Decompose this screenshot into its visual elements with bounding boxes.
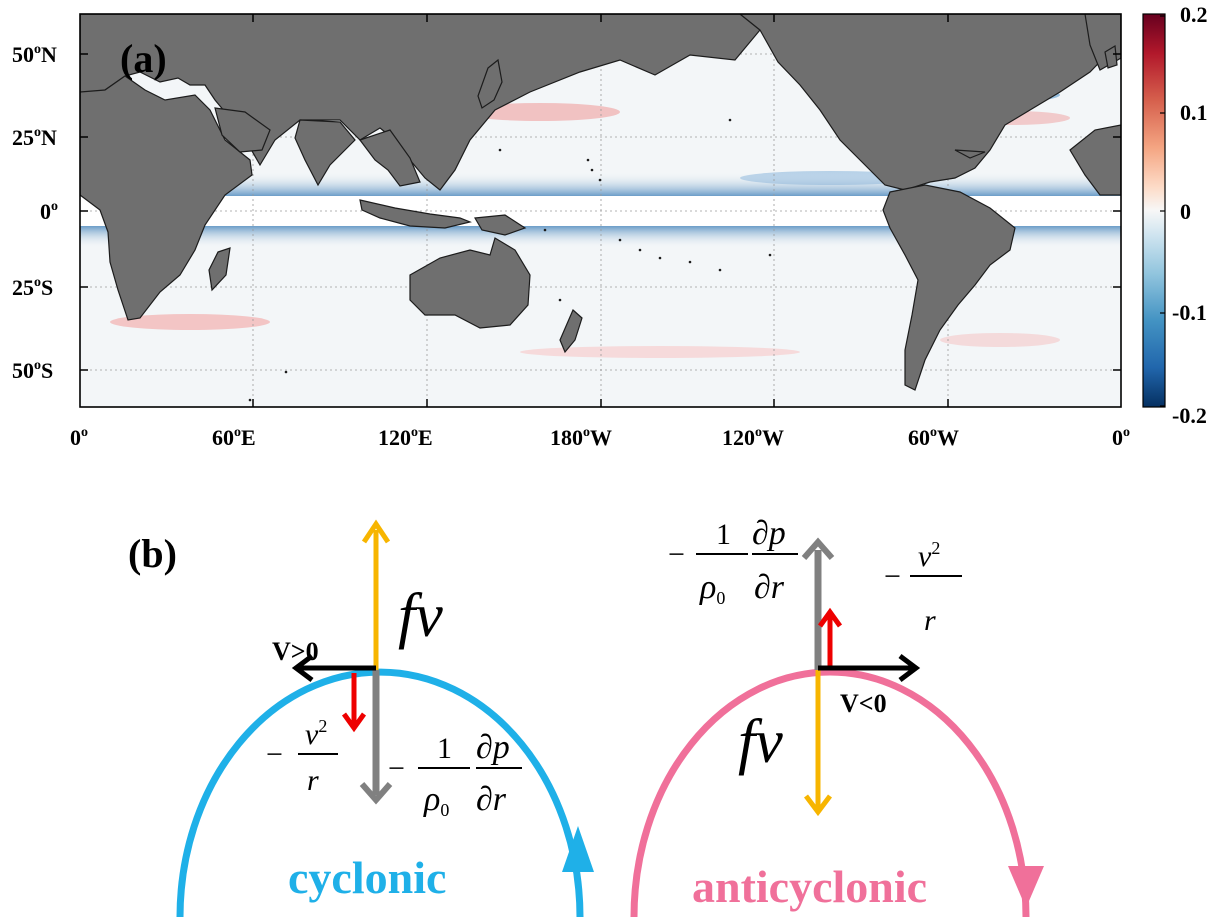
land-japan: [477, 58, 503, 109]
land-indonesia: [359, 199, 472, 229]
lat-label-0: 0o: [40, 199, 58, 224]
anticyclonic-diagram: V<0 fv − 1 ρ0 ∂p ∂r − v2 r anticyclonic: [630, 515, 1044, 917]
map-panel: (a) 50oN 25oN 0o 25oS 50oS 0o 60oE 120oE…: [12, 2, 1208, 450]
svg-text:−: −: [668, 538, 685, 571]
land-arabia: [214, 107, 271, 153]
colorbar: 0.2 0.1 0 -0.1 -0.2: [1142, 2, 1208, 428]
cyclonic-diagram: V>0 fv − v2 r − 1 ρ0 ∂p ∂r cyclonic: [176, 519, 594, 917]
land-madagascar: [208, 247, 231, 292]
lon-label-180w: 180oW: [550, 425, 612, 450]
svg-text:v2: v2: [918, 538, 940, 573]
cyclonic-circle: [176, 668, 584, 917]
colorbar-tick-0: 0.2: [1180, 2, 1208, 27]
anticyclonic-direction-arrowhead: [1008, 866, 1044, 908]
cyclonic-label: cyclonic: [288, 852, 446, 903]
colorbar-tick-2: 0: [1180, 199, 1191, 224]
pressure-term-anticyclonic: − 1 ρ0 ∂p ∂r: [668, 515, 798, 608]
centrifugal-arrowhead-anticyclonic: [817, 607, 843, 628]
land-west-africa-edge: [1069, 124, 1121, 196]
svg-text:∂p: ∂p: [476, 729, 510, 766]
anticyclonic-label: anticyclonic: [692, 861, 927, 912]
force-panel: (b) V>0 fv − v2 r − 1: [128, 515, 1044, 917]
land-australia: [409, 237, 531, 329]
lat-label-25n: 25oN: [12, 125, 57, 150]
land-india: [294, 119, 356, 187]
lon-label-0-left: 0o: [70, 425, 88, 450]
lat-label-25s: 25oS: [12, 275, 53, 300]
coriolis-label-cyclonic: fv: [398, 582, 443, 650]
lon-label-60w: 60oW: [908, 425, 959, 450]
svg-text:−: −: [388, 752, 405, 785]
colorbar-tick-3: -0.1: [1172, 300, 1207, 325]
cyclonic-direction-arrowhead: [562, 826, 594, 872]
pressure-term-cyclonic: − 1 ρ0 ∂p ∂r: [388, 729, 522, 820]
lat-labels: 50oN 25oN 0o 25oS 50oS: [12, 42, 58, 383]
svg-text:∂p: ∂p: [752, 515, 786, 552]
anomaly-agulhas: [110, 314, 270, 330]
svg-text:−: −: [266, 738, 283, 771]
lat-label-50s: 50oS: [12, 358, 53, 383]
land-cuba: [954, 149, 986, 159]
anomaly-south-atlantic: [940, 333, 1060, 347]
velocity-arrowhead-anticyclonic: [898, 654, 921, 682]
land-se-asia: [359, 129, 421, 187]
lon-label-120e: 120oE: [378, 425, 433, 450]
lon-label-0-right: 0o: [1112, 425, 1130, 450]
coriolis-arrowhead-anticyclonic: [804, 794, 832, 817]
pressure-arrowhead-anticyclonic: [801, 537, 835, 560]
lon-label-120w: 120oW: [722, 425, 784, 450]
land-africa: [80, 75, 253, 321]
coriolis-label-anticyclonic: fv: [738, 708, 783, 776]
panel-b-label: (b): [128, 531, 177, 576]
svg-text:1: 1: [437, 732, 452, 765]
land-new-guinea: [474, 214, 527, 236]
svg-text:r: r: [307, 764, 319, 797]
velocity-label-cyclonic: V>0: [272, 637, 319, 666]
map-ticks: [80, 14, 1121, 407]
centrifugal-arrowhead-cyclonic: [341, 712, 367, 733]
land-masses: [80, 14, 1121, 391]
islands: [248, 118, 772, 402]
anomaly-south-pacific: [520, 346, 800, 358]
anticyclonic-circle: [630, 668, 1030, 917]
colorbar-tick-1: 0.1: [1180, 100, 1208, 125]
svg-text:v2: v2: [305, 716, 327, 751]
eq-band-south: [80, 226, 1121, 248]
svg-text:∂r: ∂r: [754, 569, 785, 606]
svg-text:ρ0: ρ0: [699, 569, 725, 608]
land-south-america: [882, 184, 1016, 391]
lat-label-50n: 50oN: [12, 42, 57, 67]
svg-text:−: −: [884, 560, 901, 593]
land-new-zealand: [559, 309, 583, 354]
svg-text:1: 1: [716, 518, 731, 551]
velocity-label-anticyclonic: V<0: [840, 689, 887, 718]
centrifugal-term-cyclonic: − v2 r: [266, 716, 338, 797]
coriolis-arrowhead-cyclonic: [361, 519, 391, 544]
lon-label-60e: 60oE: [212, 425, 256, 450]
svg-text:ρ0: ρ0: [423, 781, 449, 820]
velocity-arrowhead-cyclonic: [291, 654, 314, 682]
pressure-arrowhead-cyclonic: [359, 782, 393, 805]
land-north-america: [739, 14, 1121, 191]
colorbar-tick-4: -0.2: [1172, 403, 1207, 428]
svg-text:r: r: [924, 604, 936, 637]
svg-text:∂r: ∂r: [476, 781, 507, 818]
centrifugal-term-anticyclonic: − v2 r: [884, 538, 962, 637]
land-uk: [1104, 45, 1118, 69]
lon-labels: 0o 60oE 120oE 180oW 120oW 60oW 0o: [70, 425, 1130, 450]
panel-a-label: (a): [120, 36, 167, 81]
